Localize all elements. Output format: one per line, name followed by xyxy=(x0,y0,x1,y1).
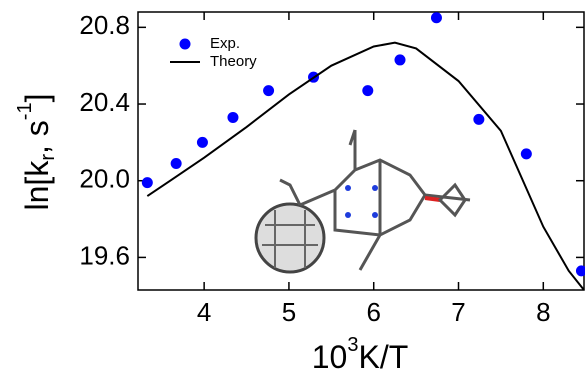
data-point xyxy=(227,112,238,123)
legend-label: Exp. xyxy=(210,35,240,52)
x-tick-label: 6 xyxy=(366,297,380,327)
data-point xyxy=(362,85,373,96)
data-point xyxy=(197,137,208,148)
data-point xyxy=(142,177,153,188)
y-axis-label: ln[kr, s-1] xyxy=(14,94,59,211)
x-axis-label: 103K/T xyxy=(312,334,409,375)
legend-label: Theory xyxy=(210,53,257,70)
data-point xyxy=(576,265,585,276)
y-label-part: ] xyxy=(19,94,55,103)
data-point xyxy=(171,158,182,169)
y-label-part: ln[k xyxy=(19,160,55,211)
x-label-sup: 3 xyxy=(347,334,358,356)
x-tick-label: 4 xyxy=(197,297,211,327)
legend-marker xyxy=(180,39,191,50)
x-tick-label: 7 xyxy=(451,297,465,327)
data-point xyxy=(473,114,484,125)
y-label-sup: -1 xyxy=(14,102,36,120)
y-tick-label: 19.6 xyxy=(79,240,130,270)
chart: 103K/T ln[kr, s-1] 4 5 6 7 8 19.6 20.0 20.4 20.8… xyxy=(0,0,585,382)
y-tick-label: 20.4 xyxy=(79,87,130,117)
y-tick-label: 20.8 xyxy=(79,10,130,40)
x-tick-label: 8 xyxy=(536,297,550,327)
x-tick-label: 5 xyxy=(282,297,296,327)
data-point xyxy=(263,85,274,96)
x-label-part: 10 xyxy=(312,339,348,375)
x-label-part: K/T xyxy=(358,339,408,375)
plot-frame xyxy=(138,12,584,290)
data-point xyxy=(395,54,406,65)
molecule-illustration xyxy=(256,130,470,272)
data-point xyxy=(431,12,442,23)
data-point xyxy=(521,148,532,159)
y-tick-label: 20.0 xyxy=(79,164,130,194)
y-label-part: , s xyxy=(19,120,55,154)
